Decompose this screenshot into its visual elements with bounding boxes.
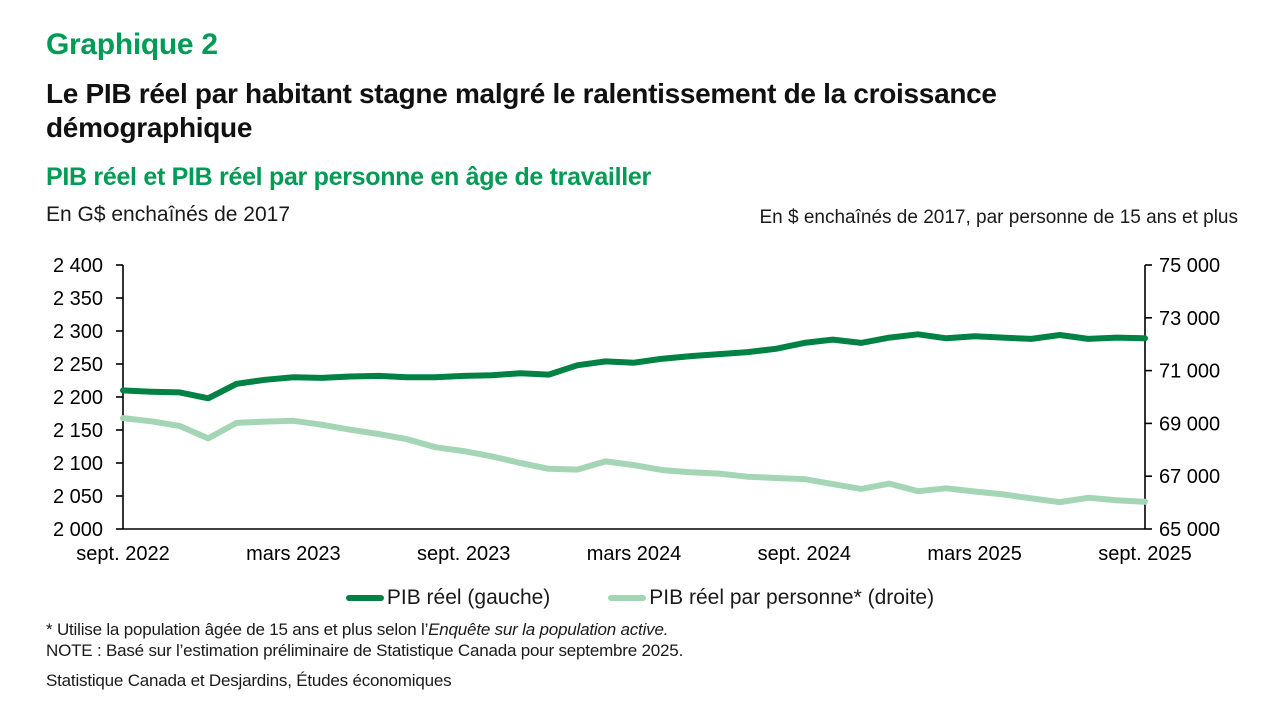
legend-label-pib-reel: PIB réel (gauche) (386, 586, 551, 609)
left-axis-tick-label: 2 250 (53, 354, 103, 376)
footnote-asterisk: * Utilise la population âgée de 15 ans e… (46, 620, 668, 640)
left-axis-tick-label: 2 400 (53, 255, 103, 277)
x-axis-tick-label: mars 2023 (246, 543, 341, 565)
footnote-asterisk-text: * Utilise la population âgée de 15 ans e… (46, 620, 429, 639)
left-axis-tick-label: 2 000 (53, 519, 103, 541)
right-axis-tick-label: 75 000 (1159, 255, 1220, 277)
x-axis-tick-label: sept. 2025 (1098, 543, 1191, 565)
left-axis-tick-label: 2 100 (53, 453, 103, 475)
footnote-note: NOTE : Basé sur l’estimation préliminair… (46, 641, 684, 660)
right-axis-tick-label: 71 000 (1159, 361, 1220, 383)
chart-subtitle: PIB réel et PIB réel par personne en âge… (46, 163, 651, 191)
left-axis-tick-label: 2 350 (53, 288, 103, 310)
x-axis-tick-label: sept. 2024 (758, 543, 851, 565)
legend-swatch-light-green (608, 595, 647, 601)
footnote-asterisk-italic-text: Enquête sur la population active. (428, 620, 669, 639)
series-line-pib-par-personne (120, 415, 1148, 506)
x-axis-tick-label: mars 2024 (587, 543, 682, 565)
left-axis-tick-label: 2 050 (53, 486, 103, 508)
figure-title: Le PIB réel par habitant stagne malgré l… (46, 77, 997, 145)
x-axis-tick-label: sept. 2022 (76, 543, 169, 565)
right-axis-tick-label: 69 000 (1159, 413, 1220, 435)
right-axis-tick-label: 67 000 (1159, 466, 1220, 488)
figure-title-line-1: Le PIB réel par habitant stagne malgré l… (46, 78, 997, 109)
chart-legend: PIB réel (gauche) PIB réel par personne*… (0, 586, 1280, 610)
source-line: Statistique Canada et Desjardins, Études… (46, 671, 452, 690)
left-axis-tick-label: 2 300 (53, 321, 103, 343)
left-axis-tick-label: 2 150 (53, 420, 103, 442)
right-axis-tick-label: 65 000 (1159, 519, 1220, 541)
x-axis-tick-label: sept. 2023 (417, 543, 510, 565)
legend-swatch-dark-green (345, 595, 384, 601)
legend-item-pib-reel: PIB réel (gauche) (345, 586, 551, 610)
figure-number: Graphique 2 (46, 28, 218, 61)
x-axis-tick-label: mars 2025 (927, 543, 1022, 565)
right-axis-tick-label: 73 000 (1159, 308, 1220, 330)
left-axis-tick-label: 2 200 (53, 387, 103, 409)
legend-label-pib-par-personne: PIB réel par personne* (droite) (649, 586, 935, 609)
right-axis-unit-label: En $ enchaînés de 2017, par personne de … (759, 207, 1238, 228)
chart-svg: 2 000 2 050 2 100 2 150 2 200 2 250 2 300 2 350… (53, 255, 1220, 565)
figure-title-line-2: démographique (46, 112, 253, 143)
left-axis-unit-label: En G$ enchaînés de 2017 (46, 203, 291, 226)
series-line-pib-reel (120, 331, 1148, 402)
legend-item-pib-par-personne: PIB réel par personne* (droite) (608, 586, 934, 610)
